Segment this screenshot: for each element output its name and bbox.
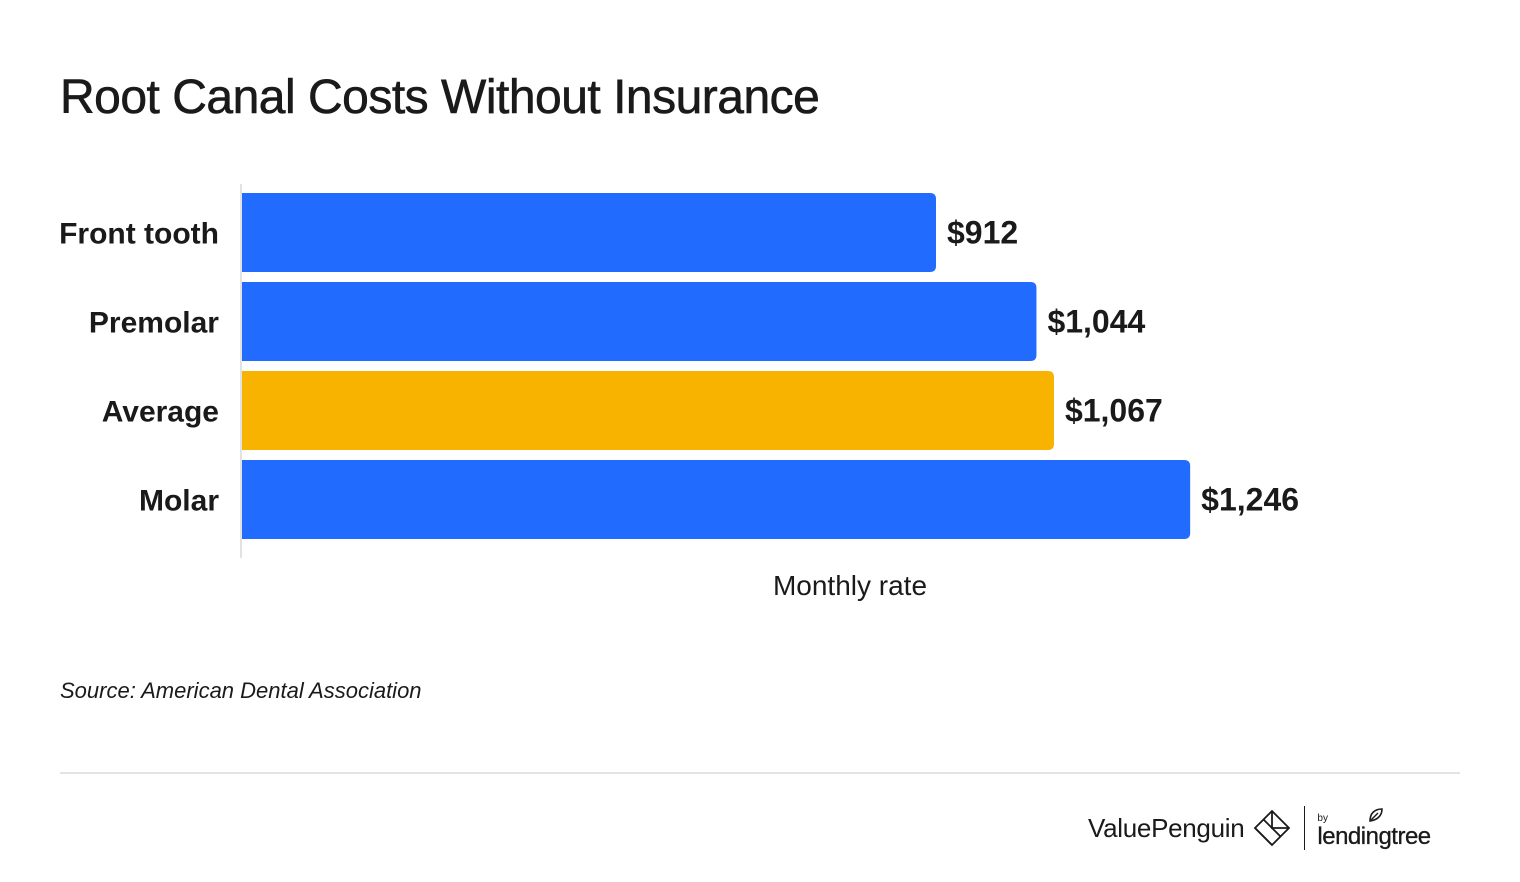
bar-average bbox=[242, 371, 1054, 450]
leaf-icon bbox=[1369, 808, 1384, 822]
lendingtree-wordmark: lendingtree bbox=[1317, 823, 1431, 850]
brand-separator bbox=[1304, 806, 1306, 850]
bar-premolar bbox=[242, 282, 1037, 361]
bar-front-tooth bbox=[242, 193, 936, 272]
chart-title: Root Canal Costs Without Insurance bbox=[60, 71, 820, 125]
brand-footer: ValuePenguin by lendingtree bbox=[1088, 800, 1468, 856]
valuepenguin-wordmark: ValuePenguin bbox=[1088, 812, 1245, 843]
footer-divider bbox=[60, 772, 1460, 774]
source-note: Source: American Dental Association bbox=[60, 678, 422, 703]
category-label: Molar bbox=[139, 485, 219, 518]
category-label: Average bbox=[102, 396, 219, 429]
category-label: Front tooth bbox=[59, 218, 219, 251]
data-label: $1,044 bbox=[1047, 304, 1145, 340]
lendingtree-logo: by lendingtree bbox=[1317, 806, 1431, 850]
x-axis-title: Monthly rate bbox=[773, 570, 927, 601]
lendingtree-by: by bbox=[1317, 813, 1328, 824]
bar-molar bbox=[242, 460, 1191, 539]
category-label: Premolar bbox=[89, 307, 219, 340]
data-label: $912 bbox=[947, 215, 1018, 251]
data-label: $1,067 bbox=[1065, 393, 1163, 429]
bar-chart: Front tooth $912 Premolar $1,044 Average $1,0… bbox=[59, 184, 1299, 601]
data-label: $1,246 bbox=[1201, 482, 1299, 518]
valuepenguin-logo-icon bbox=[1254, 809, 1291, 847]
